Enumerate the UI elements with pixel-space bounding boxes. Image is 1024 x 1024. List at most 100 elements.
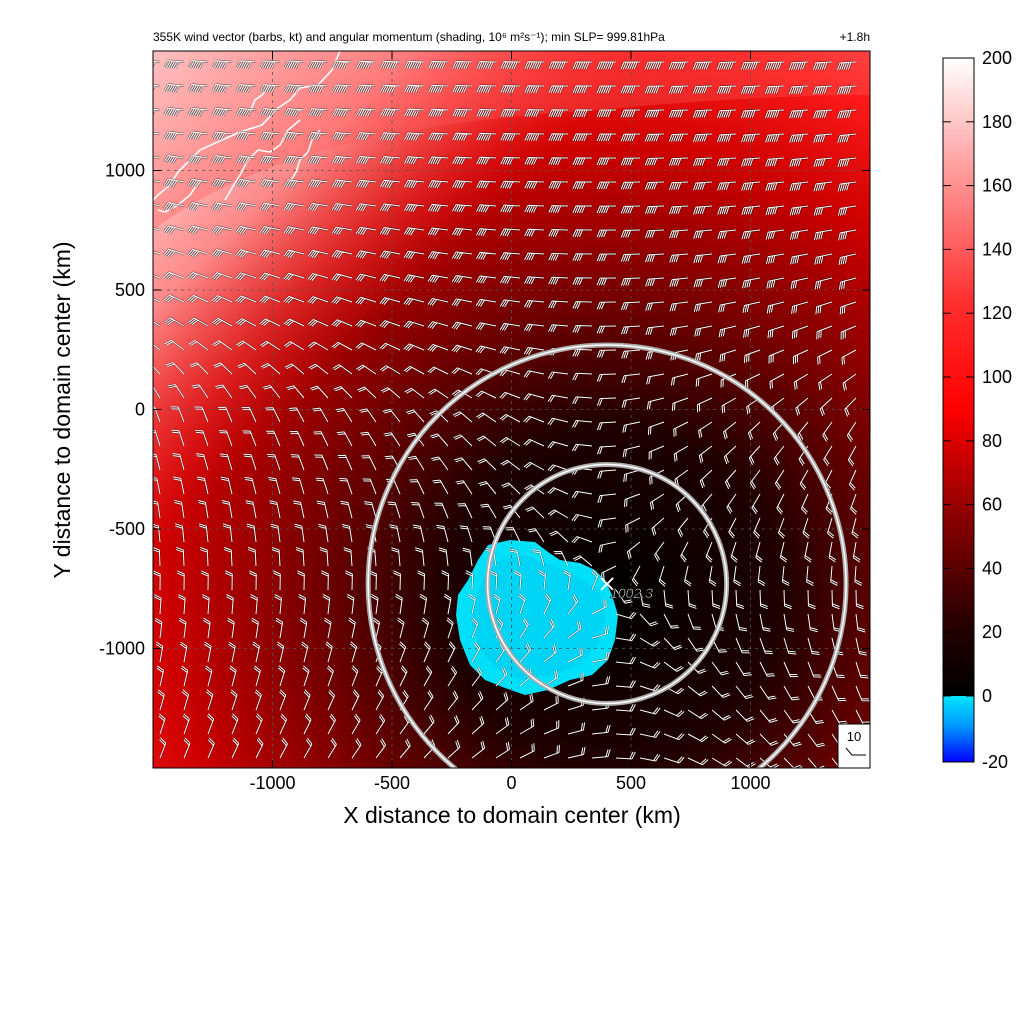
wind-barb: [451, 321, 473, 330]
wind-barb: [351, 689, 360, 711]
wind-barb: [837, 85, 857, 95]
wind-barb: [198, 523, 209, 543]
wind-barb: [380, 84, 401, 93]
wind-barb: [476, 228, 497, 237]
wind-barb: [387, 501, 401, 519]
wind-barb: [671, 397, 689, 411]
wind-barb: [223, 546, 233, 567]
colorbar-tick-label: 180: [982, 112, 1012, 132]
wind-barb: [475, 298, 497, 307]
wind-barb: [427, 274, 449, 283]
wind-barb: [275, 617, 284, 639]
wind-barb: [687, 637, 705, 652]
wind-barb: [620, 229, 641, 238]
wind-barb: [571, 490, 593, 499]
wind-barb: [380, 60, 401, 69]
wind-barb: [615, 680, 636, 688]
wind-barb: [789, 157, 809, 167]
x-tick-label: 1000: [730, 773, 770, 793]
wind-barb: [548, 252, 569, 261]
wind-barb: [283, 108, 305, 117]
wind-barb: [743, 349, 761, 364]
wind-barb: [524, 61, 545, 70]
wind-barb: [297, 570, 305, 591]
wind-barb: [356, 84, 377, 93]
wind-barb: [596, 157, 617, 166]
wind-barb: [500, 61, 521, 70]
wind-barb: [211, 317, 233, 327]
wind-barb: [195, 453, 209, 471]
wind-barb: [164, 60, 185, 69]
wind-barb: [340, 500, 353, 519]
wind-barb: [283, 202, 305, 211]
wind-barb: [598, 541, 617, 553]
wind-barb: [854, 565, 863, 586]
colorbar-tick-label: 20: [982, 622, 1002, 642]
wind-barb: [307, 226, 329, 235]
wind-barb: [505, 527, 521, 543]
wind-barb: [663, 589, 674, 609]
wind-barb: [639, 613, 659, 627]
wind-barb: [620, 253, 641, 262]
wind-barb: [692, 157, 713, 167]
wind-barb: [351, 665, 359, 687]
wind-barb: [355, 273, 377, 282]
wind-barb: [403, 203, 425, 213]
x-axis-ticks: -1000 -500 0 500 1000: [249, 51, 771, 793]
wind-barb: [309, 385, 329, 399]
wind-barb: [436, 524, 449, 543]
wind-barb: [438, 547, 449, 567]
wind-barb: [283, 341, 305, 351]
wind-barb: [822, 421, 833, 442]
wind-barb: [644, 133, 665, 142]
wind-barb: [476, 435, 497, 447]
wind-barb: [807, 589, 816, 610]
wind-barb: [237, 362, 257, 375]
wind-barb: [476, 156, 497, 165]
wind-barb: [783, 685, 800, 701]
wind-barb: [716, 157, 737, 167]
wind-barb: [163, 225, 185, 234]
wind-barb: [765, 157, 785, 167]
wind-barb: [495, 667, 508, 687]
wind-barb: [331, 273, 353, 282]
wind-barb: [266, 430, 281, 447]
y-tick-label: -1000: [99, 639, 145, 659]
wind-barb: [307, 341, 329, 351]
wind-barb: [286, 385, 305, 399]
wind-barb: [331, 250, 353, 259]
wind-barb: [363, 501, 377, 519]
wind-barb: [837, 205, 857, 216]
wind-barb: [382, 408, 401, 423]
wind-barb: [827, 517, 835, 539]
wind-barb: [187, 248, 209, 258]
wind-barb: [455, 480, 473, 495]
wind-barb: [415, 547, 425, 567]
wind-barb: [206, 689, 214, 711]
wind-barb: [187, 271, 209, 280]
wind-barb: [451, 344, 473, 353]
wind-barb: [260, 84, 281, 93]
wind-barb: [711, 733, 732, 744]
wind-barb: [197, 499, 209, 519]
wind-barb: [226, 594, 234, 615]
wind-barb: [451, 367, 473, 375]
wind-barb: [253, 665, 261, 687]
wind-barb: [850, 493, 858, 515]
wind-barb: [807, 613, 818, 633]
wind-barb: [291, 477, 305, 495]
wind-barb: [644, 109, 665, 118]
wind-barb: [615, 656, 637, 665]
wind-barb: [499, 299, 521, 308]
wind-barb: [359, 408, 377, 423]
wind-barb: [748, 445, 761, 466]
wind-barb: [341, 523, 353, 543]
wind-barb: [639, 753, 661, 762]
wind-barb: [477, 458, 497, 471]
wind-barb: [741, 157, 761, 167]
x-tick-label: 0: [506, 773, 516, 793]
wind-barb: [572, 396, 593, 405]
wind-barb: [721, 397, 737, 414]
wind-barb: [235, 155, 257, 164]
wind-barb: [687, 613, 702, 630]
